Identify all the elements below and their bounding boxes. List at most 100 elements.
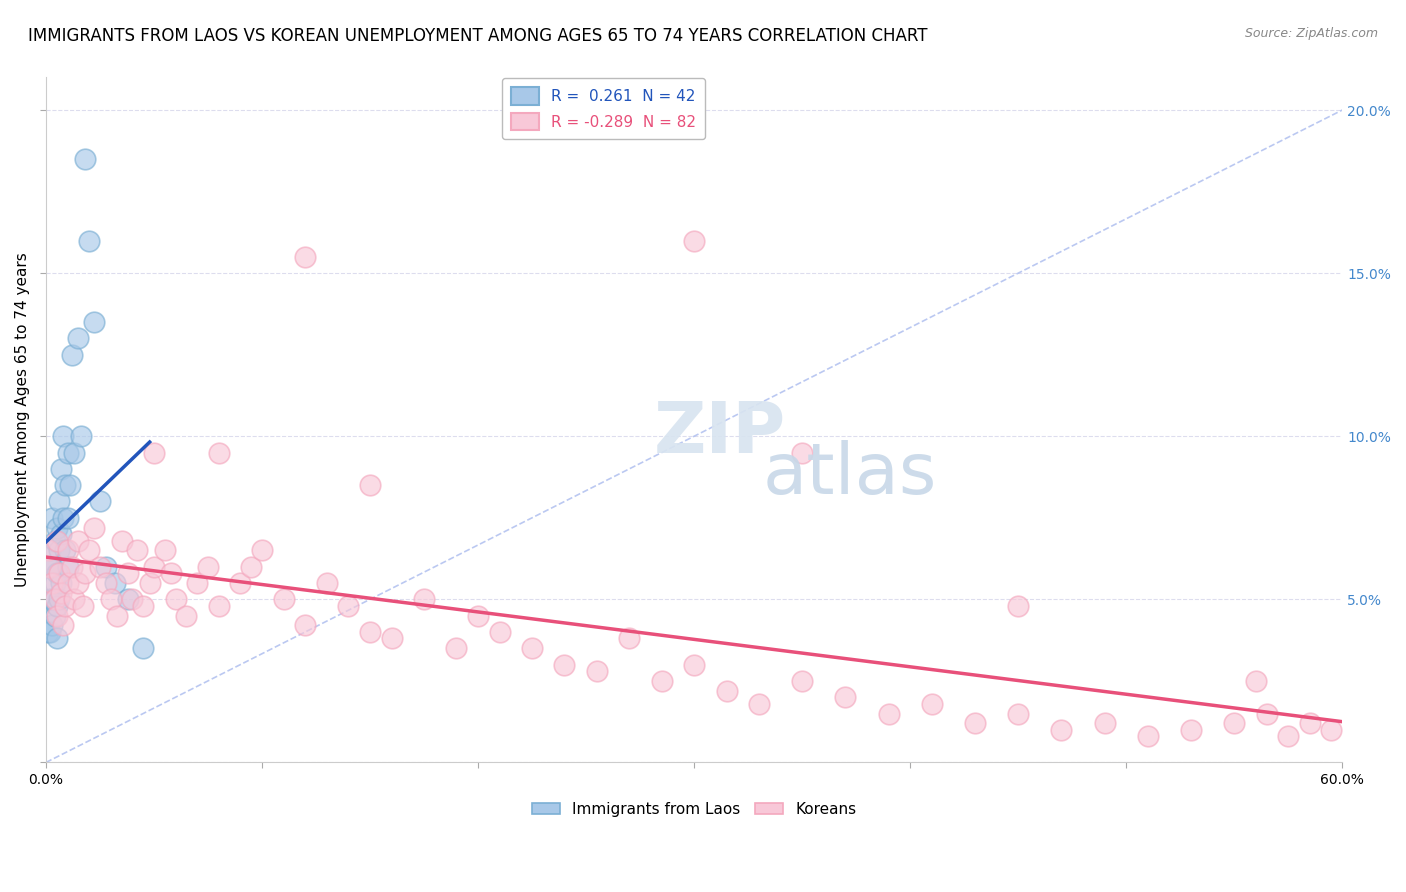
Point xyxy=(792,445,814,459)
Point xyxy=(467,608,489,623)
Point xyxy=(132,641,155,656)
Point xyxy=(1180,723,1202,737)
Text: ZIP: ZIP xyxy=(654,399,786,468)
Point xyxy=(77,234,100,248)
Point xyxy=(104,576,127,591)
Point xyxy=(359,624,381,639)
Point xyxy=(67,576,90,591)
Point xyxy=(1094,716,1116,731)
Point xyxy=(73,152,96,166)
Point xyxy=(55,478,77,492)
Point xyxy=(121,592,143,607)
Point xyxy=(381,632,404,646)
Point xyxy=(49,527,72,541)
Y-axis label: Unemployment Among Ages 65 to 74 years: Unemployment Among Ages 65 to 74 years xyxy=(15,252,30,587)
Point xyxy=(60,348,83,362)
Point xyxy=(125,543,148,558)
Point xyxy=(1256,706,1278,721)
Point xyxy=(41,618,63,632)
Point xyxy=(208,445,231,459)
Point xyxy=(48,592,70,607)
Point xyxy=(1223,716,1246,731)
Text: atlas: atlas xyxy=(762,441,936,509)
Point xyxy=(683,657,706,672)
Point xyxy=(41,559,63,574)
Point xyxy=(63,592,86,607)
Point xyxy=(186,576,208,591)
Point xyxy=(1007,706,1029,721)
Point xyxy=(41,592,63,607)
Point xyxy=(117,566,139,581)
Text: Source: ZipAtlas.com: Source: ZipAtlas.com xyxy=(1244,27,1378,40)
Point xyxy=(921,697,943,711)
Point xyxy=(176,608,198,623)
Point xyxy=(337,599,360,613)
Point xyxy=(49,586,72,600)
Point xyxy=(56,445,79,459)
Point xyxy=(716,683,738,698)
Point xyxy=(83,315,105,329)
Point xyxy=(56,543,79,558)
Point xyxy=(1320,723,1343,737)
Point xyxy=(39,624,62,639)
Point xyxy=(229,576,252,591)
Point xyxy=(37,624,59,639)
Point xyxy=(44,608,66,623)
Point xyxy=(208,599,231,613)
Point xyxy=(37,543,59,558)
Point xyxy=(132,599,155,613)
Point xyxy=(56,576,79,591)
Point xyxy=(1299,716,1322,731)
Point xyxy=(748,697,770,711)
Point xyxy=(359,478,381,492)
Point xyxy=(1136,729,1159,743)
Point xyxy=(553,657,575,672)
Point xyxy=(44,576,66,591)
Point xyxy=(143,445,166,459)
Point xyxy=(153,543,176,558)
Point xyxy=(110,533,132,548)
Point xyxy=(45,632,67,646)
Point xyxy=(294,618,316,632)
Point xyxy=(877,706,900,721)
Point xyxy=(83,520,105,534)
Point xyxy=(44,592,66,607)
Point xyxy=(37,559,59,574)
Point xyxy=(834,690,856,705)
Text: IMMIGRANTS FROM LAOS VS KOREAN UNEMPLOYMENT AMONG AGES 65 TO 74 YEARS CORRELATIO: IMMIGRANTS FROM LAOS VS KOREAN UNEMPLOYM… xyxy=(28,27,928,45)
Legend: Immigrants from Laos, Koreans: Immigrants from Laos, Koreans xyxy=(526,796,862,823)
Point xyxy=(45,533,67,548)
Point xyxy=(63,445,86,459)
Point xyxy=(45,608,67,623)
Point xyxy=(41,576,63,591)
Point xyxy=(67,533,90,548)
Point xyxy=(89,559,111,574)
Point xyxy=(446,641,468,656)
Point xyxy=(1007,599,1029,613)
Point xyxy=(1277,729,1299,743)
Point xyxy=(100,592,122,607)
Point xyxy=(39,559,62,574)
Point xyxy=(1050,723,1073,737)
Point xyxy=(60,559,83,574)
Point xyxy=(48,543,70,558)
Point xyxy=(69,429,91,443)
Point xyxy=(96,559,118,574)
Point xyxy=(89,494,111,508)
Point xyxy=(55,599,77,613)
Point xyxy=(41,510,63,524)
Point xyxy=(56,510,79,524)
Point xyxy=(45,520,67,534)
Point xyxy=(143,559,166,574)
Point xyxy=(49,462,72,476)
Point xyxy=(67,331,90,345)
Point xyxy=(138,576,160,591)
Point xyxy=(39,543,62,558)
Point xyxy=(651,673,673,688)
Point xyxy=(520,641,543,656)
Point xyxy=(683,234,706,248)
Point xyxy=(315,576,337,591)
Point xyxy=(413,592,436,607)
Point xyxy=(488,624,510,639)
Point xyxy=(52,429,75,443)
